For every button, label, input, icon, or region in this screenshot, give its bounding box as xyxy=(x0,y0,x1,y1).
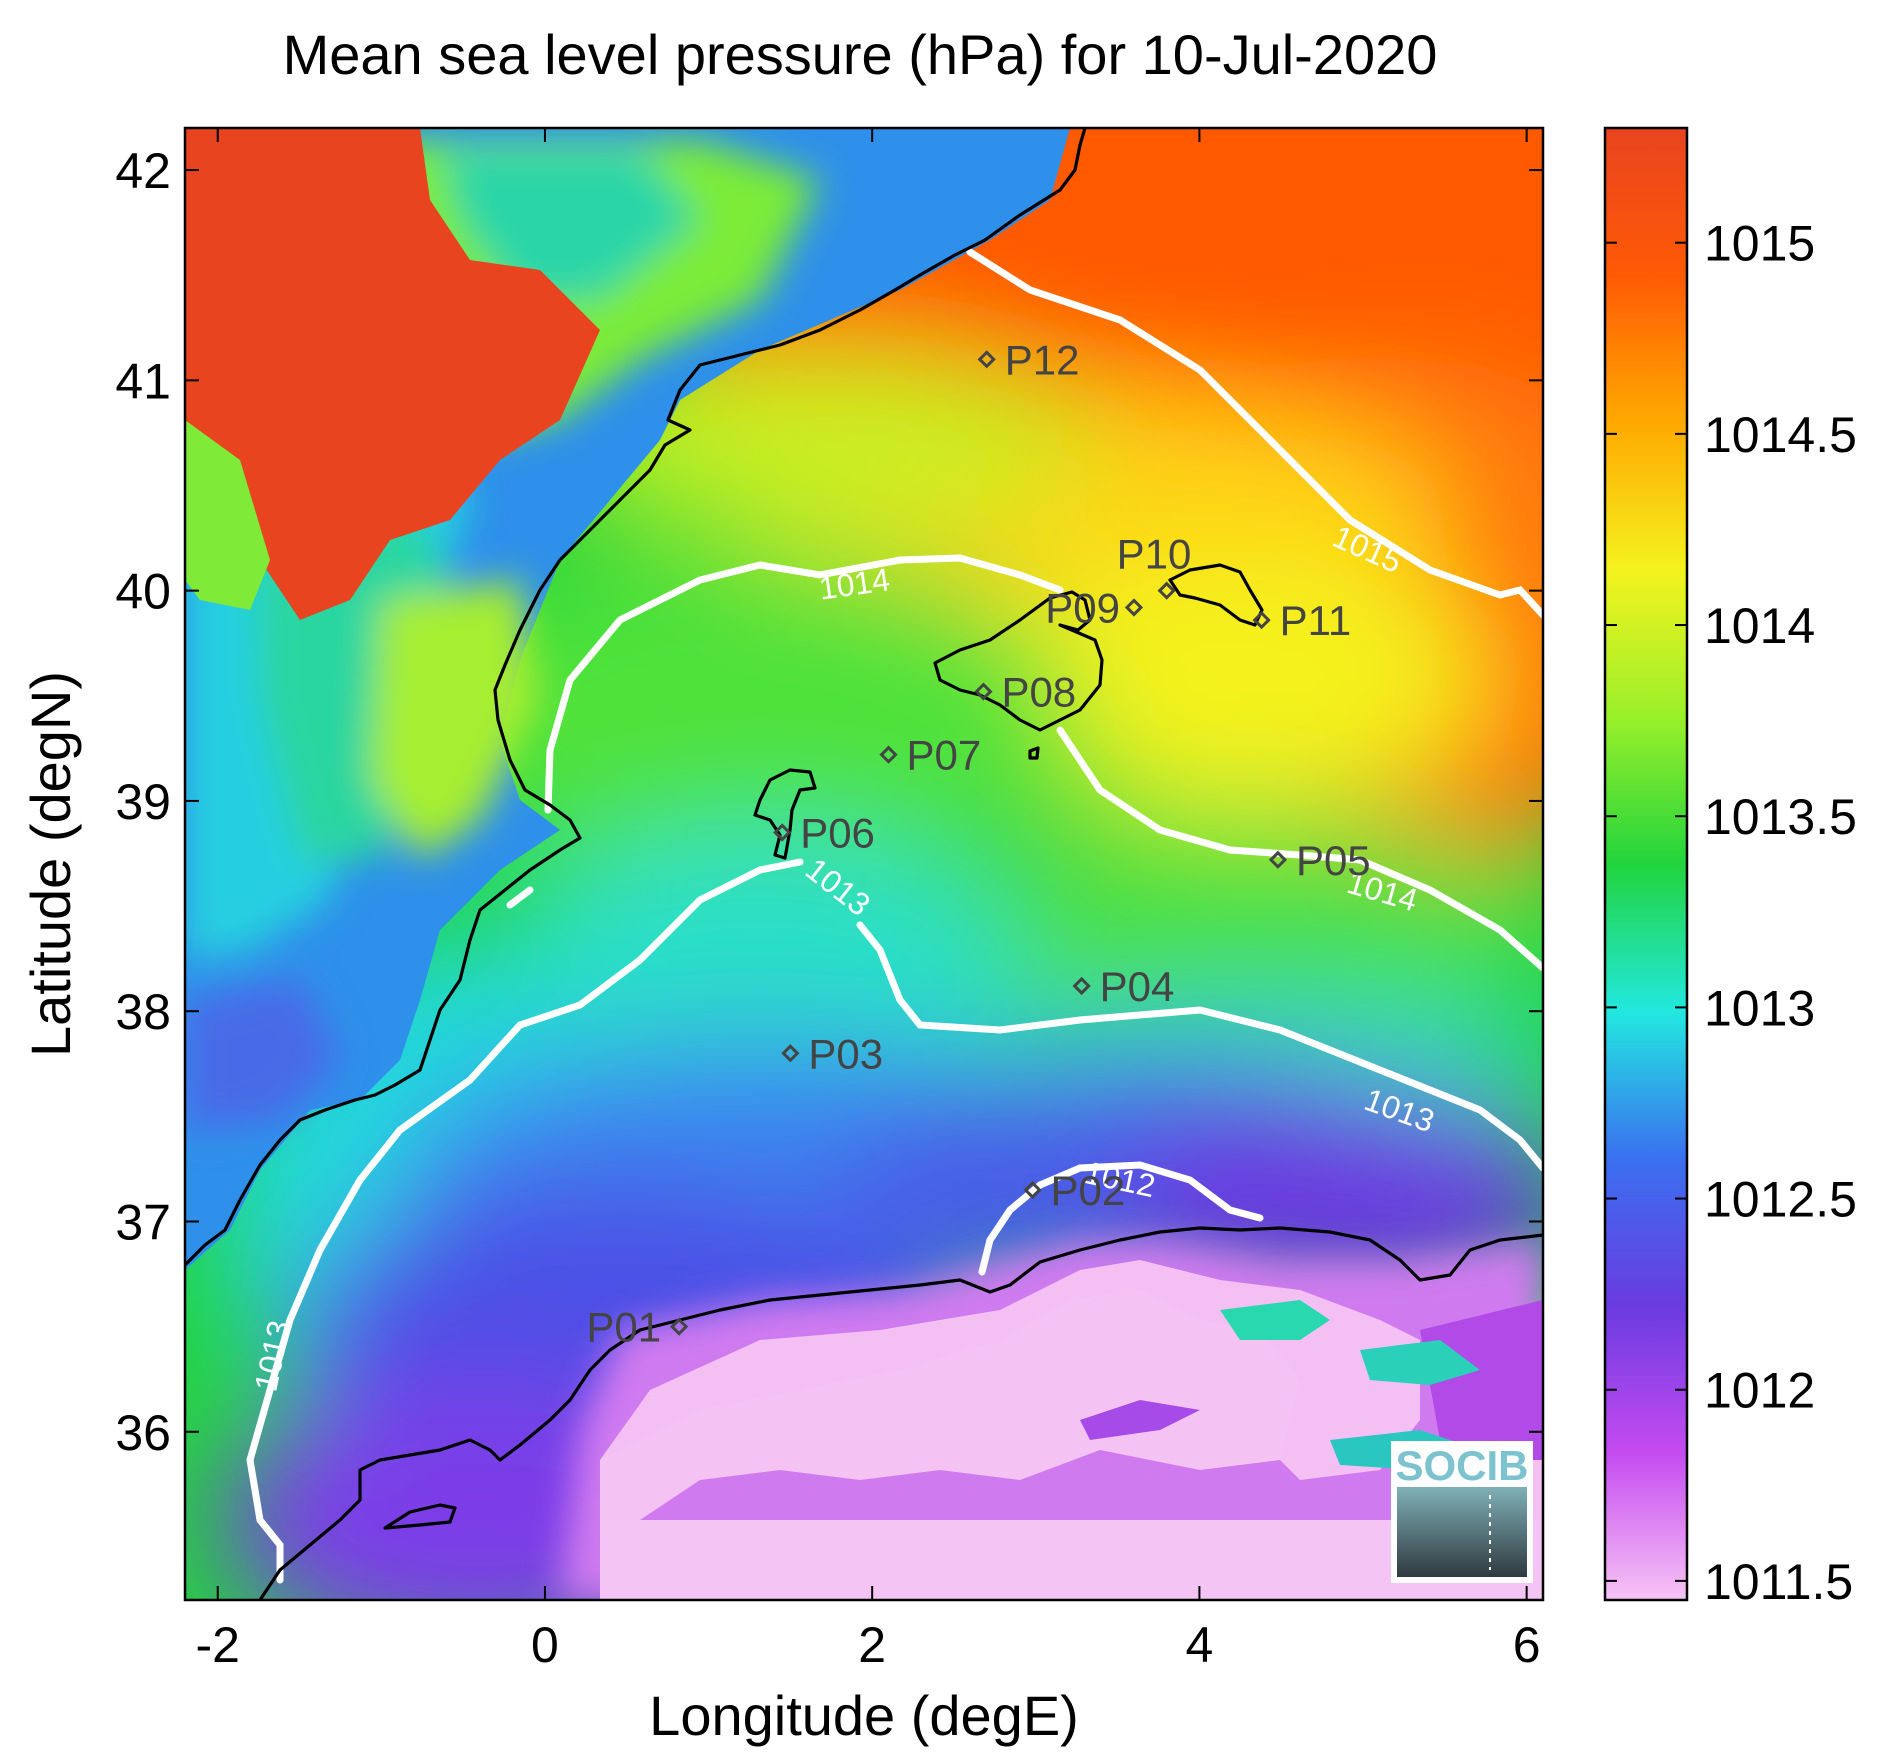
colorbar xyxy=(1603,126,1689,1602)
station-label: P04 xyxy=(1100,963,1175,1010)
station-marker xyxy=(879,745,898,764)
colorbar-tick-label: 1015 xyxy=(1704,216,1815,272)
station-p05: P05 xyxy=(1268,837,1371,884)
x-tick-label: 6 xyxy=(1513,1617,1541,1673)
x-tick-label: 0 xyxy=(531,1617,559,1673)
station-label: P03 xyxy=(808,1030,883,1077)
station-p06: P06 xyxy=(773,809,875,856)
y-tick-label: 41 xyxy=(115,353,171,409)
station-label: P01 xyxy=(586,1304,661,1351)
x-tick-label: 2 xyxy=(858,1617,886,1673)
station-p02: P02 xyxy=(1023,1167,1126,1214)
colorbar-tick-label: 1014 xyxy=(1704,598,1815,654)
station-marker xyxy=(773,823,792,842)
station-label: P08 xyxy=(1001,669,1076,716)
y-axis: 36 37 38 39 40 41 42 xyxy=(115,143,1543,1461)
pressure-field xyxy=(185,128,1543,1600)
socib-logo: SOCIB xyxy=(1391,1441,1533,1583)
station-marker xyxy=(1124,598,1144,617)
station-label: P09 xyxy=(1045,584,1120,631)
station-marker xyxy=(1023,1180,1042,1200)
y-tick-label: 40 xyxy=(115,564,171,620)
station-marker xyxy=(977,350,996,369)
station-p03: P03 xyxy=(781,1030,883,1077)
station-p12: P12 xyxy=(977,336,1080,383)
y-tick-label: 36 xyxy=(115,1405,171,1461)
station-label: P06 xyxy=(800,809,875,856)
station-marker xyxy=(1268,850,1288,869)
colorbar-tick-label: 1013 xyxy=(1704,980,1815,1036)
colorbar-tick-label: 1011.5 xyxy=(1704,1554,1853,1610)
station-p10: P10 xyxy=(1117,531,1192,600)
y-tick-label: 39 xyxy=(115,774,171,830)
station-label: P02 xyxy=(1051,1167,1126,1214)
station-label: P05 xyxy=(1296,837,1371,884)
y-tick-label: 37 xyxy=(115,1194,171,1250)
colorbar-ticks: 1015 1014.5 1014 1013.5 1013 1012.5 1012 1011.5 xyxy=(1605,216,1857,1610)
station-p11: P11 xyxy=(1252,597,1352,644)
x-tick-label: 4 xyxy=(1186,1617,1214,1673)
station-marker xyxy=(781,1044,800,1063)
station-marker xyxy=(974,682,993,701)
x-axis: -2 0 2 4 6 xyxy=(195,128,1541,1673)
x-axis-title: Longitude (degE) xyxy=(649,1684,1079,1747)
station-markers: P01 P02 P03 P04 P05 P06 P07 P08 P09 P10 P11 P12 xyxy=(586,336,1370,1350)
isobar-lines xyxy=(246,248,1543,1584)
colorbar-tick-label: 1013.5 xyxy=(1704,789,1857,845)
station-marker xyxy=(669,1317,689,1336)
station-marker xyxy=(1157,581,1176,600)
colorbar-tick-label: 1012 xyxy=(1704,1363,1815,1419)
colorbar-tick-label: 1012.5 xyxy=(1704,1172,1857,1228)
map-title: Mean sea level pressure (hPa) for 10-Jul… xyxy=(282,23,1438,86)
station-label: P10 xyxy=(1117,531,1192,578)
y-axis-title: Latitude (degN) xyxy=(19,671,82,1057)
station-label: P12 xyxy=(1005,336,1080,383)
station-marker xyxy=(1252,610,1271,630)
station-label: P11 xyxy=(1280,597,1352,644)
station-label: P07 xyxy=(907,732,982,779)
socib-logo-text: SOCIB xyxy=(1395,1442,1528,1489)
station-marker xyxy=(1072,976,1091,996)
station-p08: P08 xyxy=(974,669,1076,716)
y-tick-label: 42 xyxy=(115,143,171,199)
plot-frame xyxy=(183,126,1545,1602)
colorbar-tick-label: 1014.5 xyxy=(1704,407,1857,463)
station-p04: P04 xyxy=(1072,963,1175,1010)
station-p09: P09 xyxy=(1045,584,1144,631)
y-tick-label: 38 xyxy=(115,984,171,1040)
station-p01: P01 xyxy=(586,1304,689,1351)
coastline xyxy=(185,128,1543,1600)
x-tick-label: -2 xyxy=(195,1617,239,1673)
station-p07: P07 xyxy=(879,732,982,779)
